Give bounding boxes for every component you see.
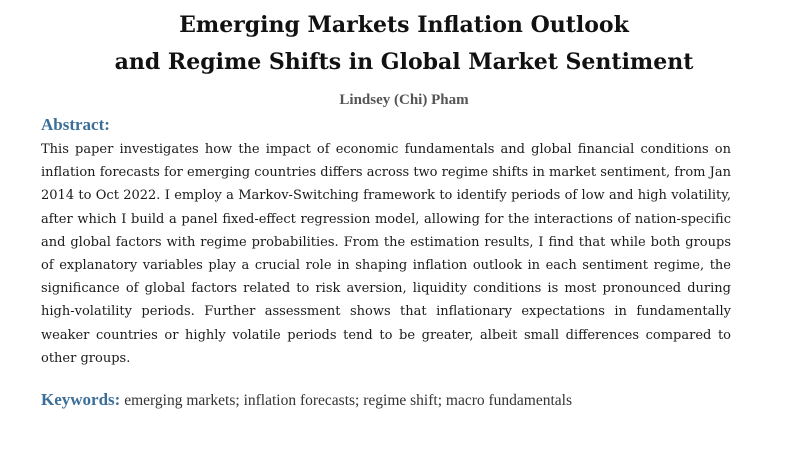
author-name: Lindsey (Chi) Pham — [339, 92, 469, 108]
keywords-line: Keywords: emerging markets; inflation fo… — [41, 390, 761, 410]
abstract-text: This paper investigates how the impact o… — [41, 142, 731, 366]
paper-title-line-2: and Regime Shifts in Global Market Senti… — [114, 49, 694, 75]
paper-title-line-1: Emerging Markets Inflation Outlook — [179, 12, 629, 38]
keywords-text: emerging markets; inflation forecasts; r… — [124, 392, 572, 409]
abstract-heading: Abstract: — [41, 115, 110, 134]
keywords-label: Keywords: — [41, 390, 121, 409]
